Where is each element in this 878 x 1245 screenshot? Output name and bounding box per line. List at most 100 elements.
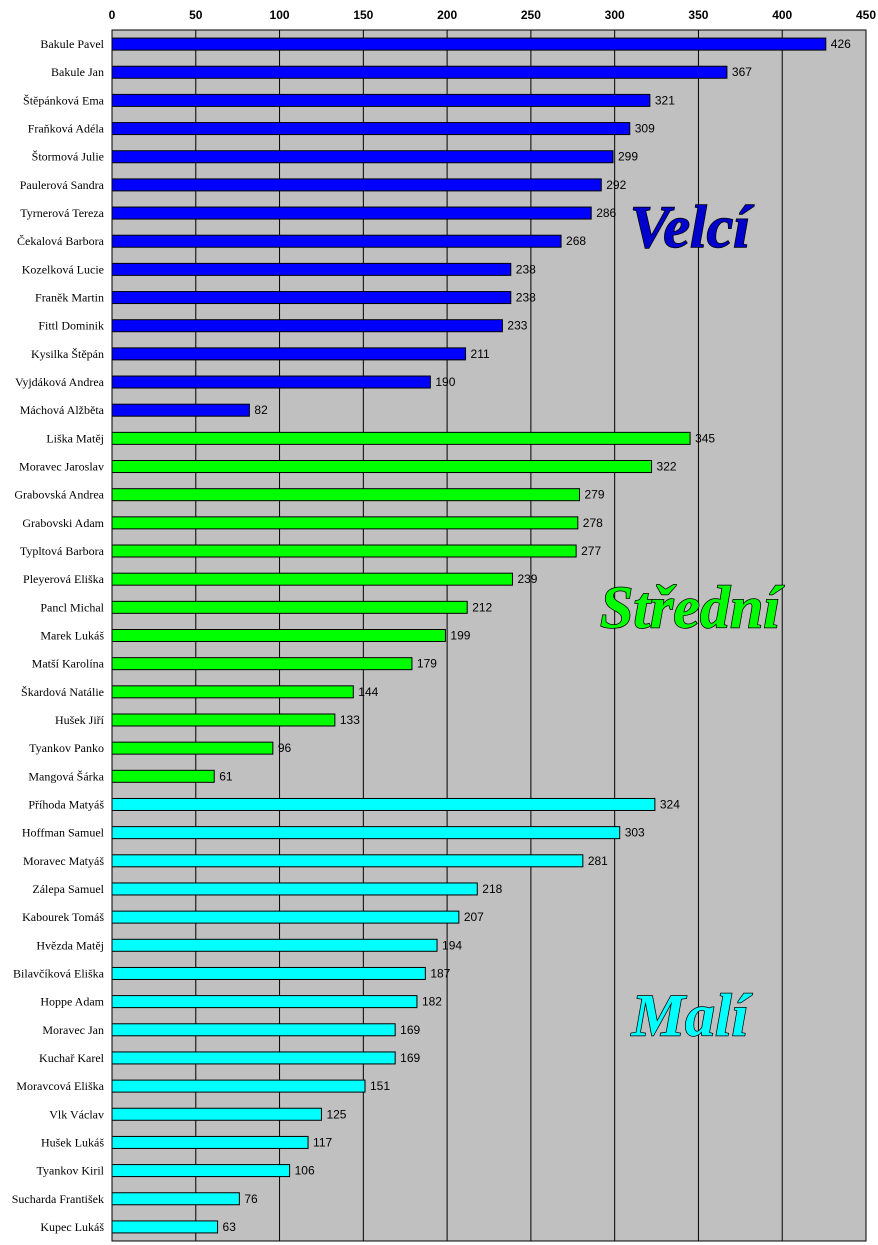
value-label: 292 <box>606 178 626 192</box>
value-label: 345 <box>695 431 715 445</box>
bar <box>111 910 460 924</box>
bar <box>111 206 592 220</box>
x-tick-label: 200 <box>437 8 457 22</box>
value-label: 144 <box>358 685 378 699</box>
category-label: Pancl Michal <box>40 600 104 614</box>
x-axis-ticks: 0 50 100 150 200 250 300 350 400 450 <box>109 8 877 22</box>
bar <box>111 741 274 755</box>
category-label: Typltová Barbora <box>20 544 105 558</box>
category-label: Grabovski Adam <box>22 516 104 530</box>
x-tick-label: 350 <box>688 8 708 22</box>
category-label: Hušek Lukáš <box>41 1135 104 1149</box>
category-label: Kupec Lukáš <box>40 1220 104 1234</box>
bar <box>111 544 577 558</box>
bar <box>111 600 468 614</box>
value-label: 281 <box>588 854 608 868</box>
category-label: Kozelková Lucie <box>22 262 104 276</box>
category-label: Tyankov Kiril <box>37 1164 105 1178</box>
value-label: 238 <box>516 291 536 305</box>
value-label: 169 <box>400 1023 420 1037</box>
x-tick-label: 300 <box>605 8 625 22</box>
bar <box>111 403 250 417</box>
bar <box>111 347 467 361</box>
bar <box>111 65 728 79</box>
bar <box>111 460 653 474</box>
category-label: Čekalová Barbora <box>17 234 105 248</box>
category-label: Matší Karolína <box>32 657 105 671</box>
category-label: Štěpánková Ema <box>23 93 105 107</box>
value-label: 367 <box>732 65 752 79</box>
gridlines <box>195 30 783 1241</box>
value-label: 76 <box>244 1192 258 1206</box>
value-label: 125 <box>326 1107 346 1121</box>
bar <box>111 854 584 868</box>
value-label: 303 <box>625 826 645 840</box>
value-label: 309 <box>635 122 655 136</box>
group-label: Střední <box>600 574 784 640</box>
bar <box>111 37 827 51</box>
bar <box>111 685 354 699</box>
category-label: Bakule Jan <box>51 65 104 79</box>
value-label: 182 <box>422 995 442 1009</box>
bar <box>111 319 503 333</box>
category-label: Štormová Julie <box>32 150 104 164</box>
x-tick-label: 50 <box>189 8 203 22</box>
group-labels: Velcí Střední Malí <box>599 193 785 1049</box>
value-label: 179 <box>417 657 437 671</box>
bar <box>111 966 426 980</box>
value-label: 218 <box>482 882 502 896</box>
bar <box>111 797 656 811</box>
value-label: 268 <box>566 234 586 248</box>
value-label: 106 <box>295 1164 315 1178</box>
category-label: Škardová Natálie <box>21 685 104 699</box>
category-label: Liška Matěj <box>46 431 104 445</box>
bar <box>111 488 580 502</box>
bar <box>111 769 215 783</box>
value-label: 190 <box>435 375 455 389</box>
category-label: Zálepa Samuel <box>32 882 104 896</box>
category-label: Tyrnerová Tereza <box>20 206 104 220</box>
category-label: Bilavčíková Eliška <box>13 966 105 980</box>
bar <box>111 826 621 840</box>
category-label: Hoffman Samuel <box>22 826 105 840</box>
x-tick-label: 150 <box>353 8 373 22</box>
category-label: Tyankov Panko <box>29 741 104 755</box>
bar <box>111 1192 240 1206</box>
bars: Bakule Pavel 426 Bakule Jan 367 Štěpánková E… <box>12 37 851 1234</box>
bar <box>111 882 478 896</box>
category-label: Marek Lukáš <box>40 629 104 643</box>
group-label: Velcí <box>630 194 754 260</box>
x-tick-label: 450 <box>856 8 876 22</box>
value-label: 239 <box>517 572 537 586</box>
category-label: Hoppe Adam <box>40 995 104 1009</box>
value-label: 321 <box>655 93 675 107</box>
bar <box>111 431 691 445</box>
value-label: 133 <box>340 713 360 727</box>
category-label: Máchová Alžběta <box>20 403 105 417</box>
value-label: 286 <box>596 206 616 220</box>
value-label: 299 <box>618 150 638 164</box>
category-label: Kuchař Karel <box>39 1051 105 1065</box>
bar <box>111 629 446 642</box>
category-label: Kabourek Tomáš <box>22 910 104 924</box>
bar <box>111 150 614 164</box>
bar <box>111 1079 366 1093</box>
group-label: Malí <box>631 983 753 1049</box>
value-label: 61 <box>219 769 233 783</box>
category-label: Moravcová Eliška <box>16 1079 104 1093</box>
value-label: 96 <box>278 741 292 755</box>
value-label: 238 <box>516 262 536 276</box>
category-label: Moravec Matyáš <box>23 854 104 868</box>
value-label: 82 <box>254 403 268 417</box>
bar <box>111 375 431 389</box>
bar <box>111 657 413 671</box>
value-label: 277 <box>581 544 601 558</box>
value-label: 194 <box>442 938 462 952</box>
value-label: 233 <box>507 319 527 333</box>
bar <box>111 713 336 727</box>
category-label: Moravec Jan <box>42 1023 104 1037</box>
value-label: 278 <box>583 516 603 530</box>
x-tick-label: 250 <box>521 8 541 22</box>
bar <box>111 262 512 276</box>
value-label: 212 <box>472 600 492 614</box>
